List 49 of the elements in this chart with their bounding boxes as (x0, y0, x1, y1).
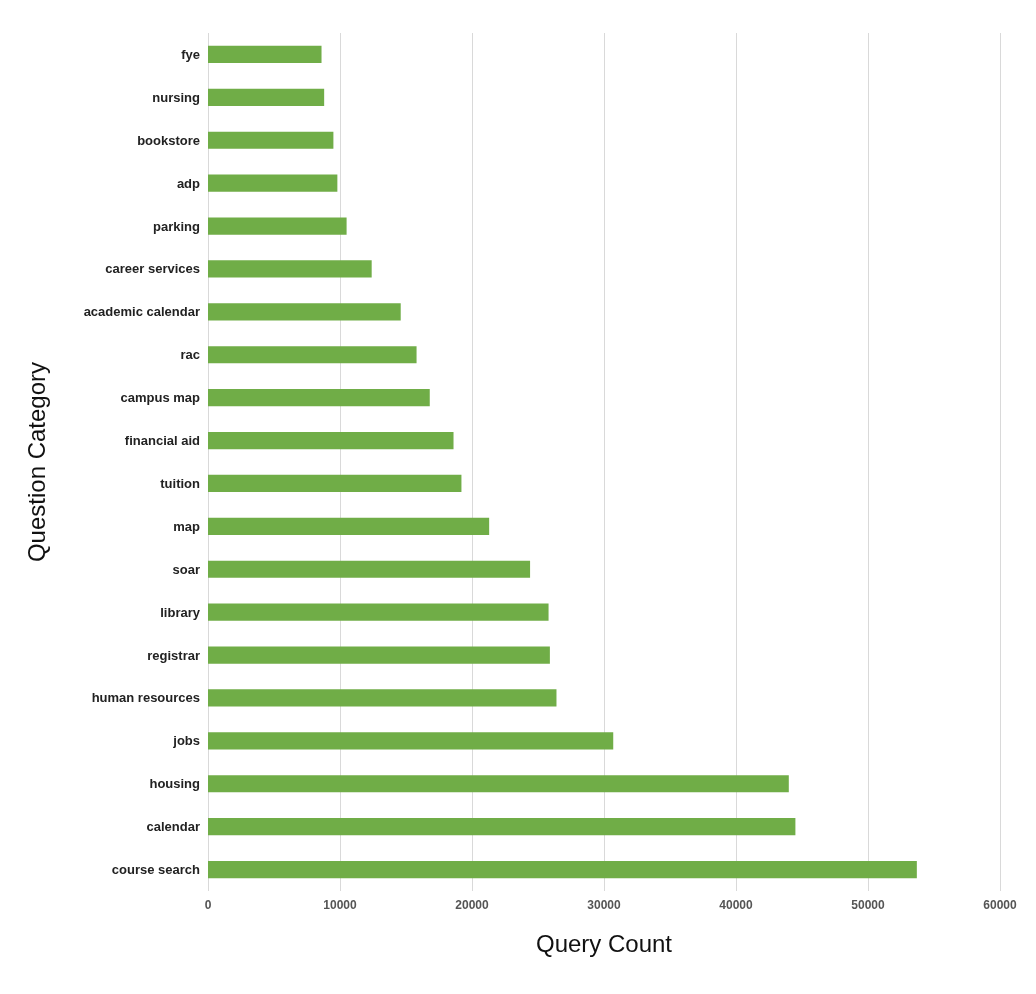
bar (208, 260, 372, 278)
bar (208, 431, 454, 450)
x-tick-label: 30000 (587, 898, 622, 912)
bar (208, 174, 338, 192)
y-axis-title: Question Category (22, 361, 50, 563)
y-tick-label: campus map (120, 390, 201, 406)
x-tick-label: 50000 (851, 898, 886, 912)
y-tick-label: academic calendar (83, 304, 200, 320)
y-tick-label: housing (149, 776, 201, 792)
y-tick-label: jobs (172, 733, 200, 749)
bar (208, 88, 325, 106)
y-tick-label: soar (172, 561, 200, 577)
y-tick-label: career services (105, 261, 200, 277)
y-tick-label: bookstore (137, 132, 200, 148)
y-tick-label: financial aid (124, 433, 201, 449)
y-tick-label: library (160, 604, 201, 620)
bar (208, 474, 462, 493)
bar (208, 818, 796, 836)
y-tick-label: calendar (146, 819, 200, 835)
y-tick-label: rac (180, 347, 200, 363)
y-tick-label: parking (153, 218, 201, 234)
bar (208, 775, 789, 793)
x-tick-label: 20000 (455, 898, 490, 912)
bar (208, 732, 614, 750)
bar (208, 303, 401, 321)
bar (208, 131, 334, 149)
bar (208, 346, 417, 364)
y-tick-label: nursing (152, 89, 201, 105)
bar (208, 517, 490, 535)
bar (208, 217, 347, 235)
y-tick-label: human resources (91, 690, 200, 706)
y-tick-label: tuition (160, 475, 201, 491)
y-tick-label: adp (176, 175, 201, 191)
y-tick-label: registrar (147, 647, 200, 663)
bar (208, 860, 917, 879)
y-tick-label: map (173, 518, 201, 534)
x-tick-label: 40000 (719, 898, 754, 912)
x-axis-title: Query Count (535, 929, 673, 957)
y-tick-label: course search (111, 862, 201, 878)
bar (208, 560, 531, 578)
bar (208, 603, 549, 621)
bar (208, 389, 430, 407)
bar (208, 45, 322, 64)
bar (208, 689, 557, 707)
x-tick-label: 0 (204, 898, 212, 912)
y-tick-label: fye (181, 46, 200, 62)
bar (208, 646, 550, 664)
x-tick-label: 10000 (323, 898, 358, 912)
x-tick-label: 60000 (983, 898, 1018, 912)
